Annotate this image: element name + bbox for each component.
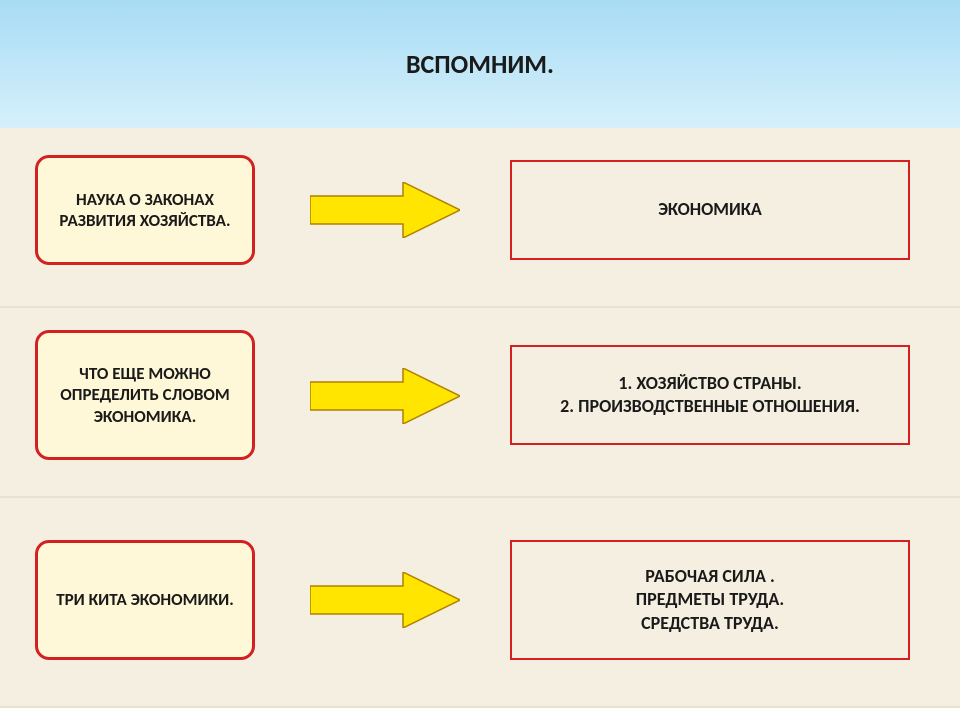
right-box-2-content: 1. ХОЗЯЙСТВО СТРАНЫ.2. ПРОИЗВОДСТВЕННЫЕ … xyxy=(522,372,898,419)
arrow-2 xyxy=(310,368,460,424)
arrow-3 xyxy=(310,572,460,628)
page-title: ВСПОМНИМ. xyxy=(406,48,554,80)
right-box-2: 1. ХОЗЯЙСТВО СТРАНЫ.2. ПРОИЗВОДСТВЕННЫЕ … xyxy=(510,345,910,445)
left-box-1-text: НАУКА О ЗАКОНАХ РАЗВИТИЯ ХОЗЯЙСТВА. xyxy=(48,189,242,232)
right-box-3-line-1: РАБОЧАЯ СИЛА . xyxy=(645,565,775,588)
right-box-3-line-3: СРЕДСТВА ТРУДА. xyxy=(641,612,779,635)
arrow-3-shape xyxy=(310,572,460,628)
right-box-3-content: РАБОЧАЯ СИЛА .ПРЕДМЕТЫ ТРУДА.СРЕДСТВА ТР… xyxy=(636,565,784,635)
right-box-1-content: ЭКОНОМИКА xyxy=(658,198,762,221)
left-box-2-text: ЧТО ЕЩЕ МОЖНО ОПРЕДЕЛИТЬ СЛОВОМ ЭКОНОМИК… xyxy=(48,363,242,427)
left-box-1: НАУКА О ЗАКОНАХ РАЗВИТИЯ ХОЗЯЙСТВА. xyxy=(35,155,255,265)
header-band: ВСПОМНИМ. xyxy=(0,0,960,128)
arrow-2-shape xyxy=(310,368,460,424)
right-box-3: РАБОЧАЯ СИЛА .ПРЕДМЕТЫ ТРУДА.СРЕДСТВА ТР… xyxy=(510,540,910,660)
arrow-1 xyxy=(310,182,460,238)
right-box-2-item-1: 1. ХОЗЯЙСТВО СТРАНЫ. xyxy=(618,372,801,395)
left-box-2: ЧТО ЕЩЕ МОЖНО ОПРЕДЕЛИТЬ СЛОВОМ ЭКОНОМИК… xyxy=(35,330,255,460)
right-box-1: ЭКОНОМИКА xyxy=(510,160,910,260)
right-box-1-line-1: ЭКОНОМИКА xyxy=(658,198,762,221)
arrow-1-shape xyxy=(310,182,460,238)
right-box-3-line-2: ПРЕДМЕТЫ ТРУДА. xyxy=(636,588,784,611)
right-box-2-item-2: 2. ПРОИЗВОДСТВЕННЫЕ ОТНОШЕНИЯ. xyxy=(560,395,860,418)
left-box-3-text: ТРИ КИТА ЭКОНОМИКИ. xyxy=(56,589,234,610)
left-box-3: ТРИ КИТА ЭКОНОМИКИ. xyxy=(35,540,255,660)
